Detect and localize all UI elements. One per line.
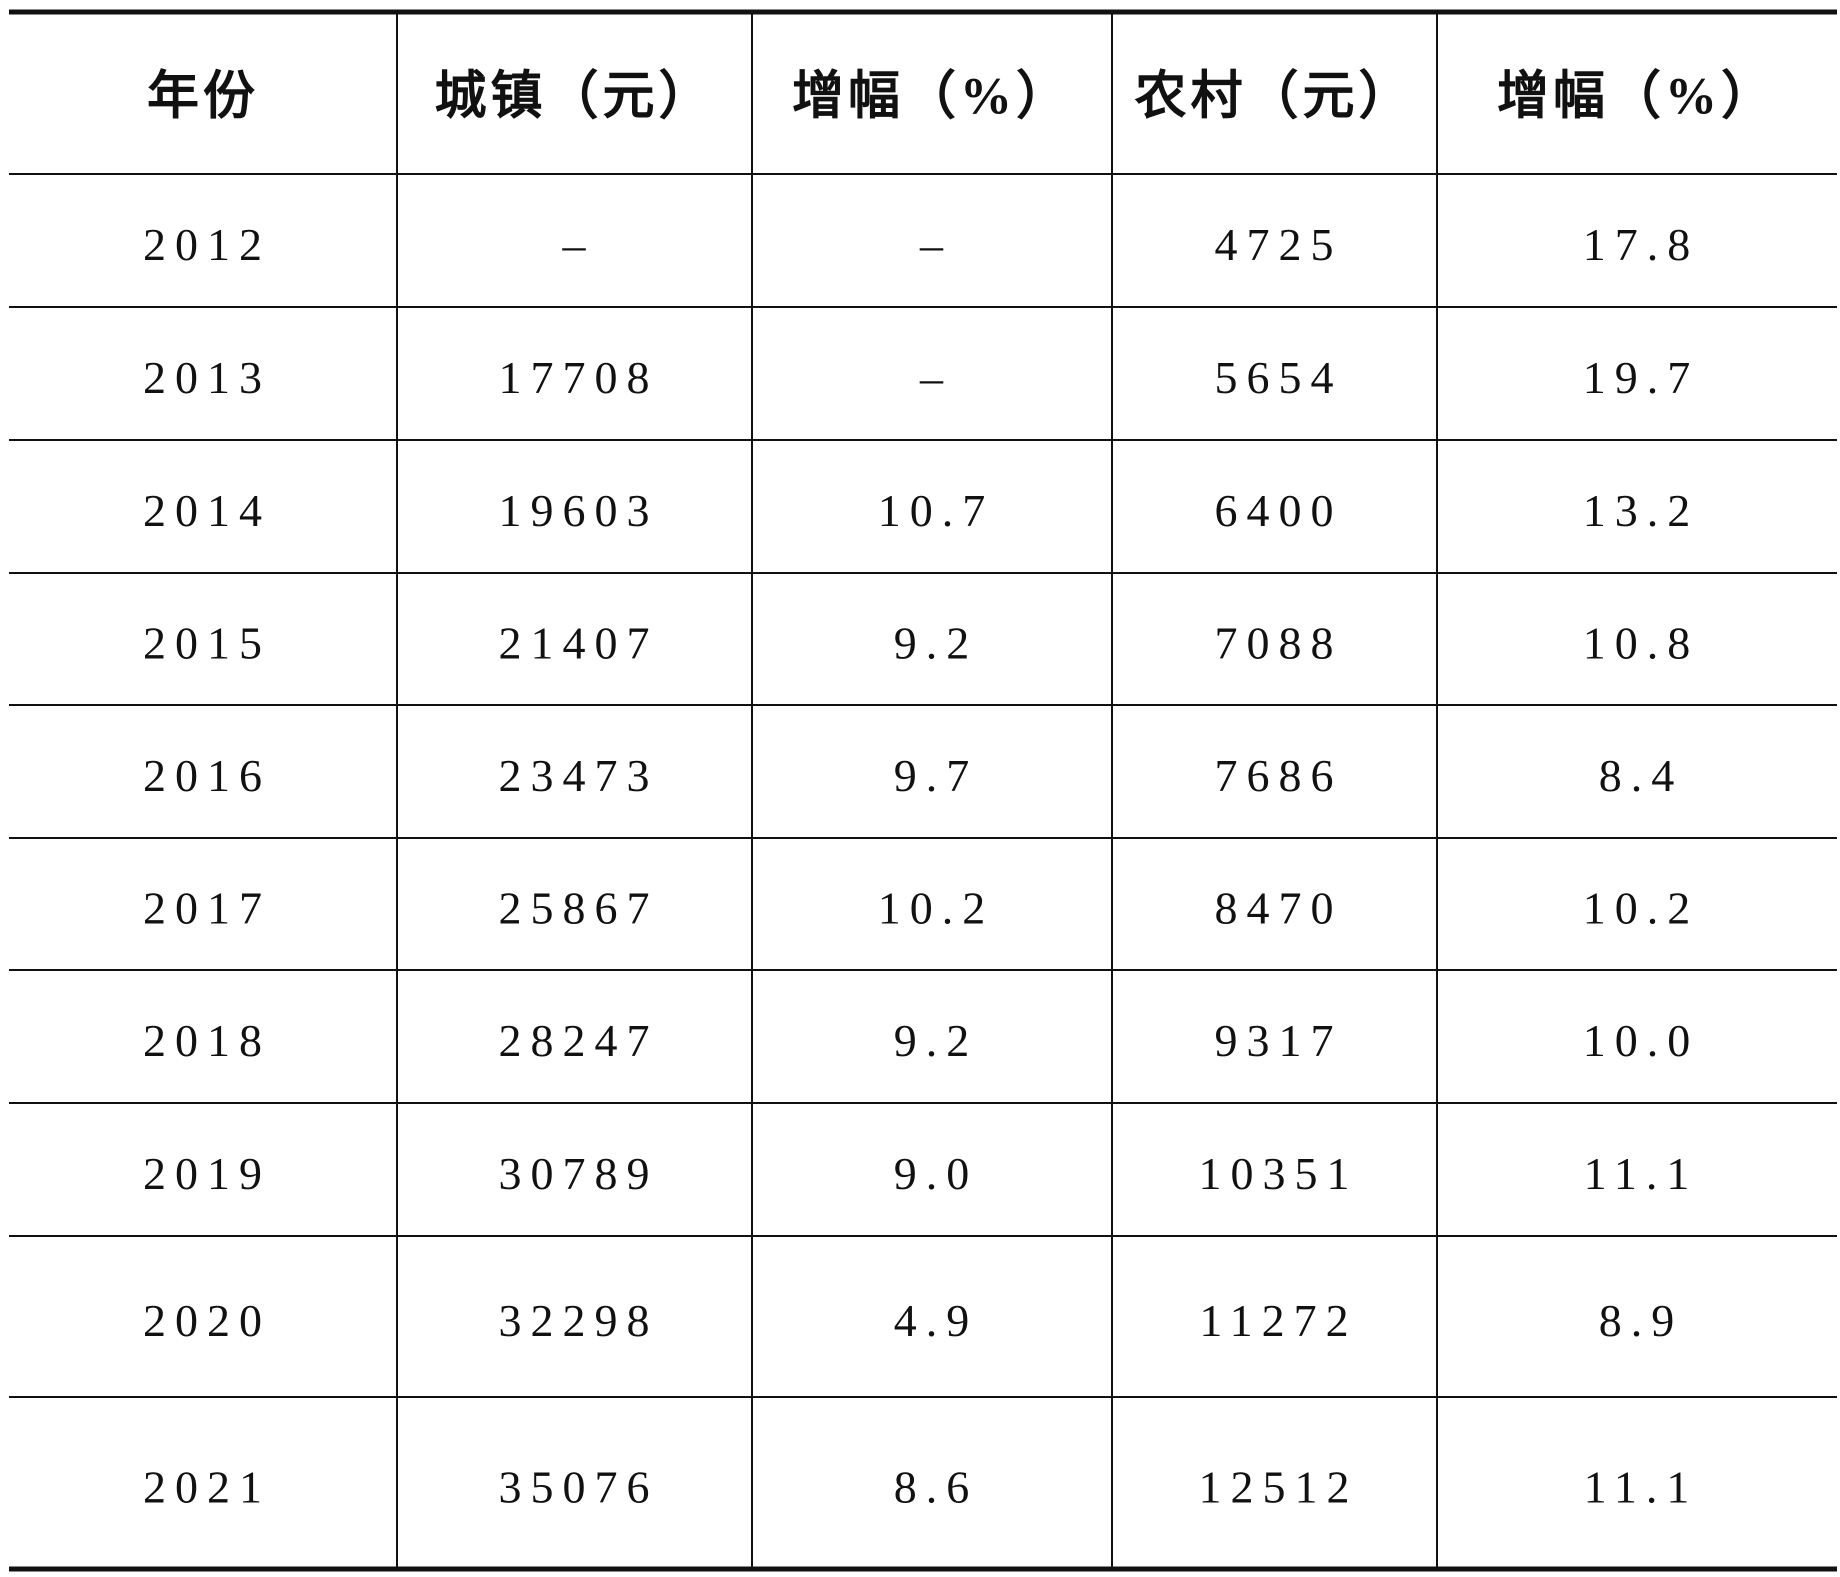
table-cell: 5654 xyxy=(1215,352,1343,403)
table-cell: 9317 xyxy=(1215,1015,1343,1066)
table-cell: 10.7 xyxy=(878,485,995,536)
table-cell: 30789 xyxy=(499,1148,659,1199)
table-cell: 2021 xyxy=(143,1462,271,1513)
table-cell: 2019 xyxy=(143,1148,271,1199)
table-cell: 8470 xyxy=(1215,883,1343,934)
table-cell: 19.7 xyxy=(1583,352,1700,403)
table-cell: – xyxy=(919,352,952,403)
table-cell: – xyxy=(919,219,952,270)
table-cell: 17.8 xyxy=(1583,219,1700,270)
header-cell: 增幅（%） xyxy=(792,68,1072,126)
table-cell: 12512 xyxy=(1199,1462,1359,1513)
table-cell: 6400 xyxy=(1215,485,1343,536)
table-cell: 32298 xyxy=(499,1295,659,1346)
table-cell: 28247 xyxy=(499,1015,659,1066)
table-cell: 25867 xyxy=(499,883,659,934)
table-cell: 4.9 xyxy=(894,1295,979,1346)
table-cell: 2016 xyxy=(143,750,271,801)
table-cell: 8.9 xyxy=(1599,1295,1684,1346)
table-cell: 2013 xyxy=(143,352,271,403)
table-cell: 11.1 xyxy=(1584,1462,1699,1513)
table-cell: 11.1 xyxy=(1584,1148,1699,1199)
header-cell: 城镇（元） xyxy=(434,68,714,126)
table-cell: 17708 xyxy=(499,352,659,403)
table-cell: 23473 xyxy=(499,750,659,801)
header-cell: 增幅（%） xyxy=(1497,68,1777,126)
table-cell: 7088 xyxy=(1215,618,1343,669)
table-cell: 2018 xyxy=(143,1015,271,1066)
header-cell: 农村（元） xyxy=(1134,68,1414,126)
table-cell: 2020 xyxy=(143,1295,271,1346)
table-cell: 2014 xyxy=(143,485,271,536)
header-cell: 年份 xyxy=(147,68,259,126)
table-cell: 7686 xyxy=(1215,750,1343,801)
table-cell: 21407 xyxy=(499,618,659,669)
table-cell: 8.4 xyxy=(1599,750,1684,801)
table-cell: – xyxy=(562,219,595,270)
table-cell: 10.0 xyxy=(1583,1015,1700,1066)
table-cell: 35076 xyxy=(499,1462,659,1513)
table-cell: 10.2 xyxy=(1583,883,1700,934)
table-cell: 9.7 xyxy=(894,750,979,801)
table-cell: 10.8 xyxy=(1583,618,1700,669)
table-cell: 9.0 xyxy=(894,1148,979,1199)
table-cell: 10.2 xyxy=(878,883,995,934)
table-cell: 19603 xyxy=(499,485,659,536)
table-cell: 2012 xyxy=(143,219,271,270)
table-cell: 9.2 xyxy=(894,618,979,669)
table-cell: 10351 xyxy=(1199,1148,1359,1199)
table-cell: 11272 xyxy=(1199,1295,1357,1346)
table-cell: 8.6 xyxy=(894,1462,979,1513)
table-cell: 4725 xyxy=(1215,219,1343,270)
table-cell: 9.2 xyxy=(894,1015,979,1066)
table-cell: 13.2 xyxy=(1583,485,1700,536)
table-cell: 2017 xyxy=(143,883,271,934)
table-cell: 2015 xyxy=(143,618,271,669)
